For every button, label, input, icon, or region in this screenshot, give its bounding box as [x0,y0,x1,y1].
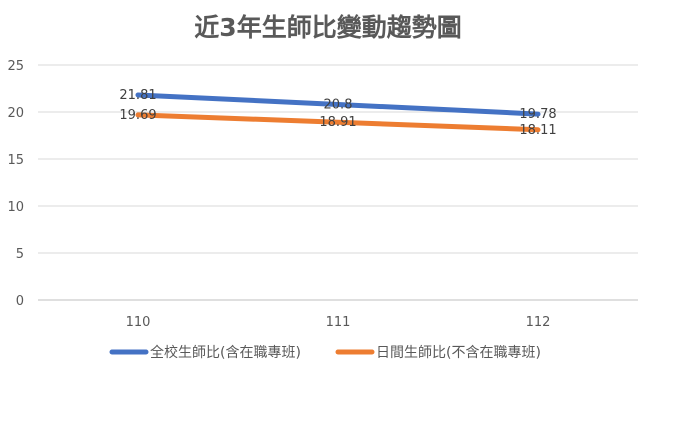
legend-label-2: 日間生師比(不含在職專班) [376,345,541,361]
data-label-s1-110: 21.81 [119,88,156,103]
x-tick-label-111: 111 [326,315,351,330]
data-label-s1-111: 20.8 [324,97,353,112]
y-tick-label-0: 0 [16,294,24,309]
y-tick-label-15: 15 [7,153,24,168]
gridlines [38,64,638,301]
data-label-s2-111: 18.91 [319,115,356,130]
legend-label-1: 全校生師比(含在職專班) [150,344,301,361]
data-label-s1-112: 19.78 [519,107,556,122]
x-tick-label-110: 110 [126,315,151,330]
y-tick-label-20: 20 [7,106,24,121]
data-labels: 21.81 20.8 19.78 19.69 18.91 18.11 [119,88,556,138]
y-tick-label-25: 25 [7,59,24,74]
series-line-1 [135,92,541,117]
legend: 全校生師比(含在職專班) 日間生師比(不含在職專班) [109,344,541,361]
series-line-2 [135,112,541,133]
y-tick-label-10: 10 [7,200,24,215]
chart-title: 近3年生師比變動趨勢圖 [194,13,461,42]
series-lines [135,92,541,133]
x-axis-tick-labels: 110 111 112 [126,315,551,330]
y-tick-label-5: 5 [16,247,24,262]
data-label-s2-112: 18.11 [519,123,556,138]
data-label-s2-110: 19.69 [119,108,156,123]
x-tick-label-112: 112 [526,315,551,330]
y-axis-tick-labels: 0 5 10 15 20 25 [7,59,24,309]
